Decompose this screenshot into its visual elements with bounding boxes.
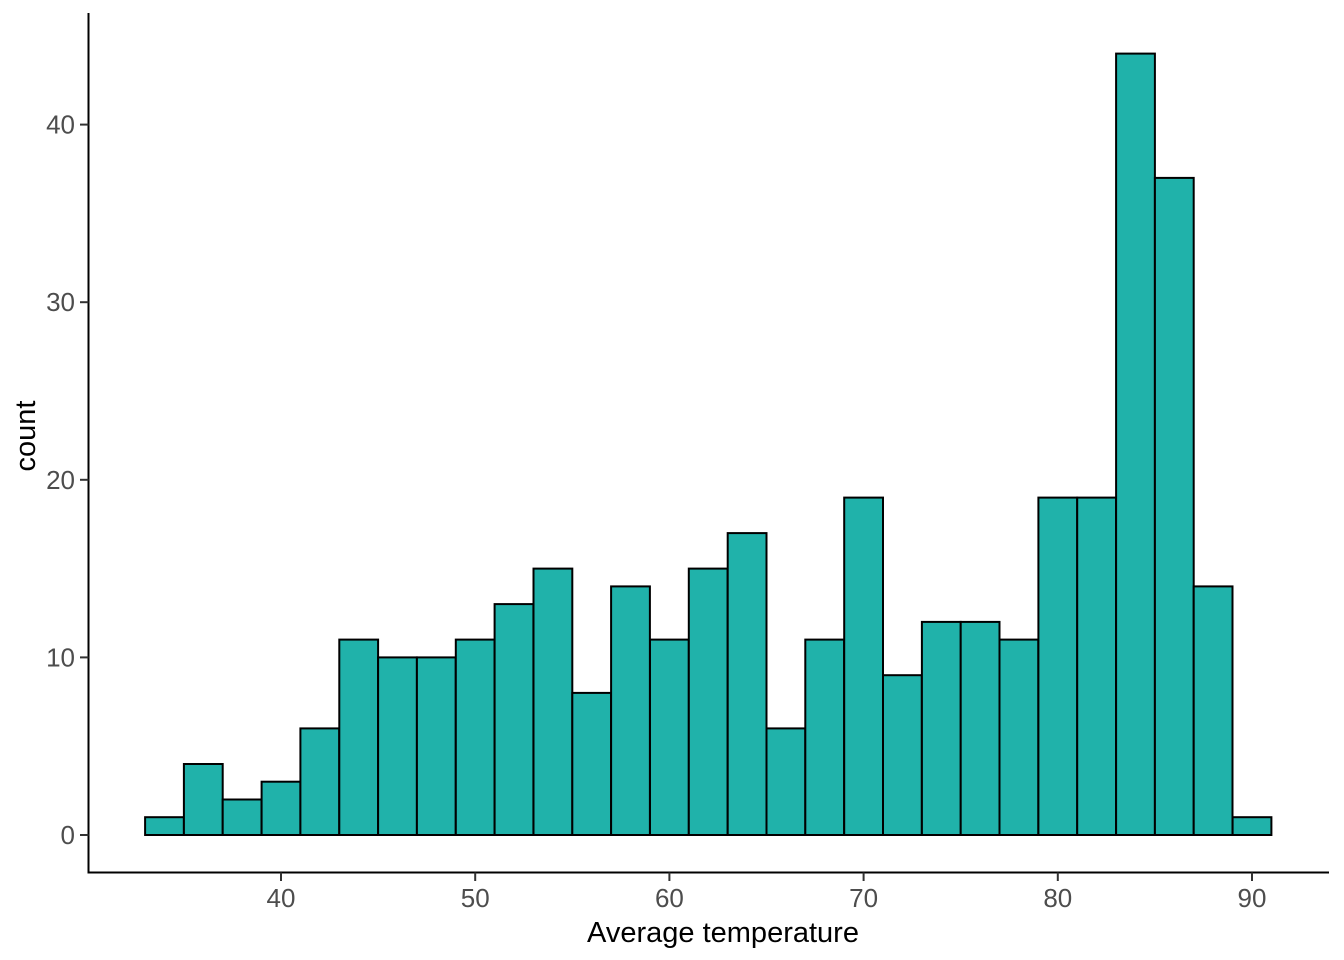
histogram-bar xyxy=(959,620,1001,837)
y-tick-label: 20 xyxy=(46,465,75,495)
histogram-bar xyxy=(843,496,885,836)
histogram-bar xyxy=(532,567,574,836)
axes-layer xyxy=(87,13,1329,874)
histogram-bar xyxy=(377,656,418,837)
x-tick-label: 80 xyxy=(1043,883,1072,913)
y-tick-label: 40 xyxy=(46,110,75,140)
histogram-bar xyxy=(144,816,185,837)
histogram-bar xyxy=(998,638,1040,836)
histogram-bar xyxy=(415,656,457,837)
histogram-bar xyxy=(765,727,807,837)
histogram-bar xyxy=(571,691,613,837)
x-tick-label: 60 xyxy=(655,883,684,913)
x-tick-label: 70 xyxy=(849,883,878,913)
histogram-bar xyxy=(1231,816,1273,837)
histogram-bar xyxy=(1037,496,1079,836)
histogram-bar xyxy=(920,620,962,837)
histogram-bar xyxy=(221,798,263,836)
tick-layer: 40 50 60 70 80 90 0 10 20 30 40 xyxy=(46,110,1266,913)
y-tick-label: 10 xyxy=(46,642,75,672)
x-tick-label: 90 xyxy=(1238,883,1267,913)
histogram-bar xyxy=(260,780,302,837)
y-tick-label: 30 xyxy=(46,287,75,317)
histogram-bar xyxy=(493,603,535,836)
histogram-bar xyxy=(649,638,690,836)
histogram-bar xyxy=(687,567,729,836)
histogram-bar xyxy=(1076,496,1117,836)
y-tick-label: 0 xyxy=(61,820,75,850)
histogram-bar xyxy=(1192,585,1234,837)
histogram-bar xyxy=(182,763,224,836)
histogram-bar xyxy=(338,638,380,836)
y-axis-title: count xyxy=(10,401,42,472)
bars-layer xyxy=(144,52,1273,837)
histogram-bar xyxy=(1115,52,1156,837)
histogram-bar xyxy=(299,727,341,837)
x-axis-title: Average temperature xyxy=(587,917,859,949)
histogram-bar xyxy=(1153,176,1195,836)
x-tick-label: 50 xyxy=(461,883,490,913)
histogram-bar xyxy=(804,638,846,836)
histogram-bar xyxy=(610,585,651,837)
histogram-bar xyxy=(454,638,496,836)
x-tick-label: 40 xyxy=(267,883,296,913)
histogram-bar xyxy=(882,674,923,837)
histogram-bar xyxy=(726,532,768,836)
